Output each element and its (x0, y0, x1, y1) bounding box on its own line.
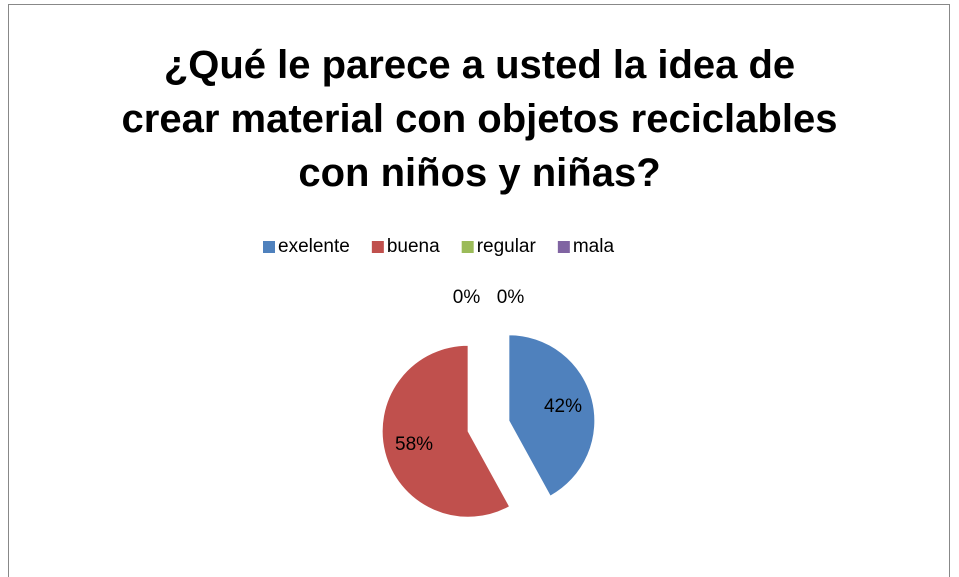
chart-title: ¿Qué le parece a usted la idea de crear … (121, 43, 838, 195)
legend-label: regular (477, 236, 537, 257)
legend-swatch (557, 241, 570, 253)
pie-slice (381, 344, 511, 518)
legend-swatch (263, 241, 275, 253)
data-label: 58% (395, 434, 433, 455)
legend-label: buena (387, 236, 440, 257)
data-label: 42% (544, 396, 582, 417)
pie-slice (508, 334, 596, 497)
legend-label: exelente (278, 236, 350, 257)
data-label: 0% (453, 287, 481, 308)
legend-label: mala (573, 236, 615, 257)
chart-border (8, 4, 950, 577)
legend-swatch (371, 241, 384, 253)
legend-swatch (461, 241, 474, 253)
data-label: 0% (497, 287, 525, 308)
